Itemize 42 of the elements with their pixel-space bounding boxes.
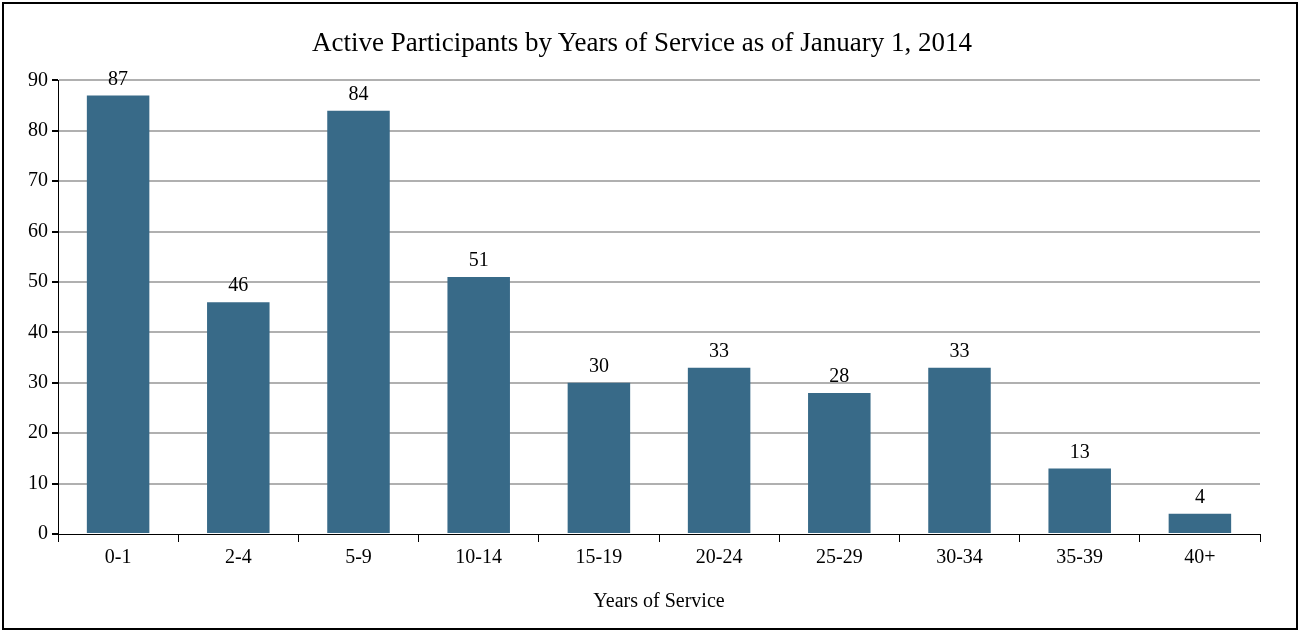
- data-label: 84: [348, 81, 369, 104]
- bar: [928, 367, 991, 533]
- bar: [447, 276, 510, 533]
- x-tick-label: 10-14: [455, 545, 503, 568]
- data-label: 33: [949, 338, 970, 361]
- x-tick-label: 2-4: [224, 545, 252, 568]
- y-tick-label: 30: [28, 370, 48, 393]
- data-label: 46: [228, 273, 249, 296]
- x-tick-label: 20-24: [695, 545, 743, 568]
- data-label: 87: [108, 66, 129, 89]
- data-label: 33: [709, 338, 730, 361]
- y-tick-label: 0: [38, 521, 48, 544]
- x-axis-title: Years of Service: [593, 589, 725, 612]
- bar: [687, 367, 751, 533]
- data-label: 13: [1069, 439, 1090, 462]
- chart-title: Active Participants by Years of Service as of January 1, 2014: [312, 27, 973, 58]
- bar: [327, 110, 390, 533]
- x-tick-label: 0-1: [104, 545, 132, 568]
- y-tick-label: 40: [28, 319, 48, 342]
- x-tick-label: 30-34: [936, 545, 983, 568]
- data-label: 28: [829, 364, 850, 387]
- x-tick-label: 15-19: [575, 545, 623, 568]
- bar: [567, 382, 631, 533]
- y-tick-label: 70: [28, 168, 48, 191]
- y-tick-label: 50: [28, 269, 48, 292]
- x-tick-label: 5-9: [345, 545, 372, 568]
- bar: [207, 302, 270, 533]
- bar: [808, 392, 871, 533]
- data-label: 4: [1194, 485, 1205, 508]
- y-tick-label: 10: [28, 470, 48, 493]
- y-tick-label: 90: [28, 67, 48, 90]
- y-tick-label: 20: [28, 420, 48, 443]
- bar: [86, 95, 150, 533]
- y-tick-label: 80: [28, 118, 48, 141]
- y-tick-label: 60: [28, 218, 48, 241]
- x-tick-label: 40+: [1184, 545, 1216, 568]
- data-label: 51: [468, 248, 489, 271]
- x-tick-label: 35-39: [1056, 545, 1104, 568]
- x-tick-label: 25-29: [815, 545, 863, 568]
- data-label: 30: [588, 354, 609, 377]
- bar: [1048, 468, 1111, 533]
- bar: [1168, 513, 1232, 533]
